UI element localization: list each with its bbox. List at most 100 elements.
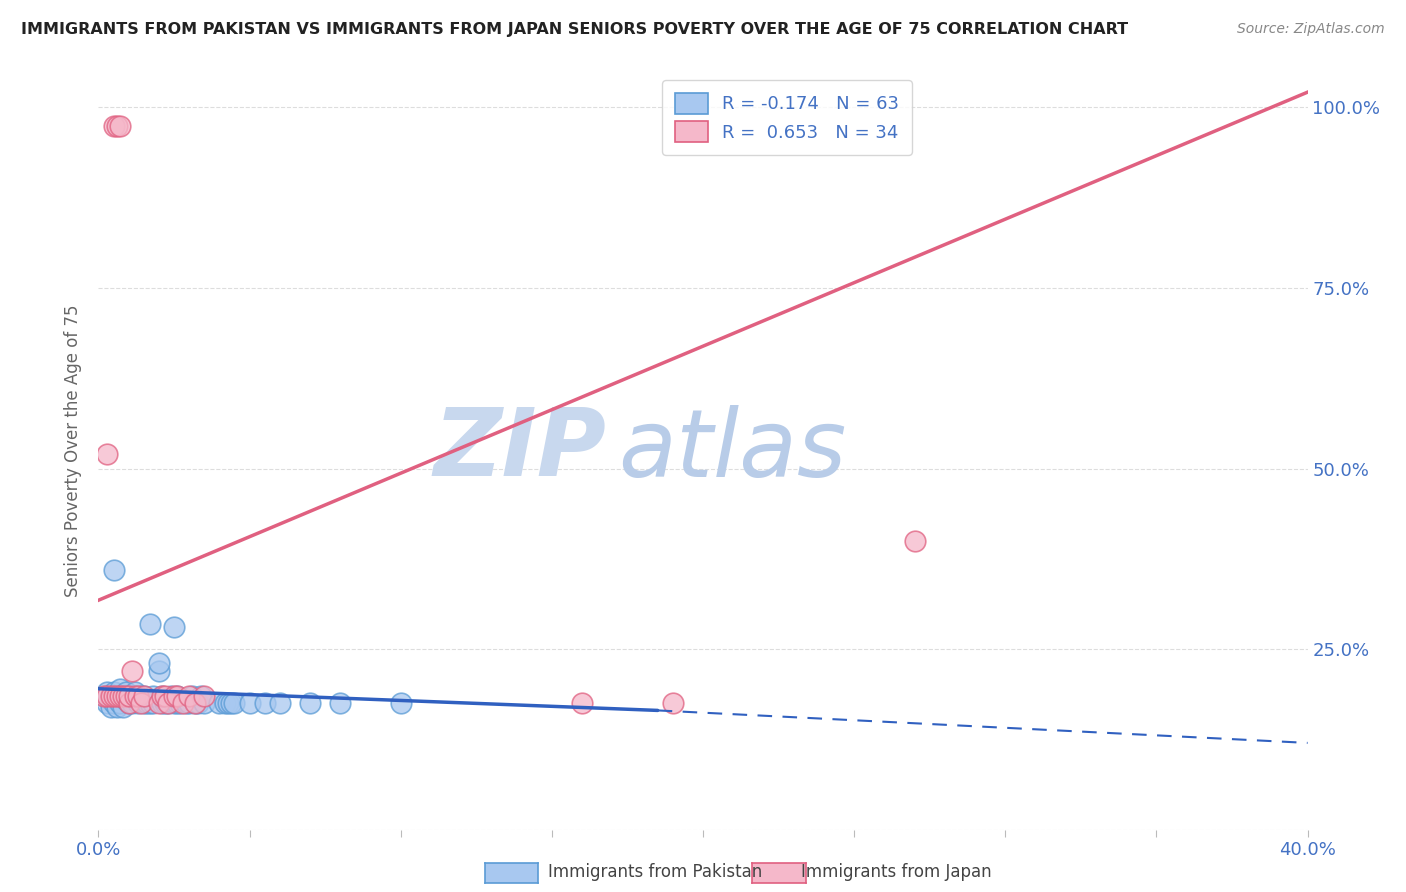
Legend: R = -0.174   N = 63, R =  0.653   N = 34: R = -0.174 N = 63, R = 0.653 N = 34 [662,80,911,154]
Point [904,533,927,548]
Point [153,692,176,706]
Point [156,696,179,710]
Point [163,620,186,634]
Point [329,696,352,710]
Point [103,689,125,703]
Point [172,696,194,710]
Point [169,696,191,710]
Point [108,681,131,696]
Point [299,696,322,710]
Point [127,689,149,703]
Point [184,696,207,710]
Point [193,696,215,710]
Point [184,696,207,710]
Point [181,689,204,703]
Point [221,696,243,710]
Point [114,692,136,706]
Point [139,616,162,631]
Text: atlas: atlas [619,405,846,496]
Point [132,689,155,703]
Point [100,689,122,703]
Point [114,689,136,703]
Point [142,689,165,703]
Point [103,685,125,699]
Point [129,696,152,710]
Point [127,696,149,710]
Point [166,689,188,703]
Y-axis label: Seniors Poverty Over the Age of 75: Seniors Poverty Over the Age of 75 [65,304,83,597]
Point [105,689,128,703]
Point [224,696,246,710]
Point [163,696,186,710]
Point [135,696,157,710]
Point [148,696,170,710]
Point [153,696,176,710]
Point [214,696,236,710]
Point [174,696,197,710]
Point [253,696,276,710]
Point [118,689,141,703]
Point [108,696,131,710]
Point [187,696,209,710]
Point [103,696,125,710]
Point [118,696,141,710]
Point [121,696,143,710]
Text: Immigrants from Pakistan: Immigrants from Pakistan [548,863,762,881]
Point [93,689,115,703]
Point [166,696,188,710]
Point [389,696,412,710]
Point [96,447,118,461]
Text: IMMIGRANTS FROM PAKISTAN VS IMMIGRANTS FROM JAPAN SENIORS POVERTY OVER THE AGE O: IMMIGRANTS FROM PAKISTAN VS IMMIGRANTS F… [21,22,1128,37]
Point [269,696,291,710]
Point [111,699,134,714]
Point [166,689,188,703]
Point [96,696,118,710]
Point [571,696,593,710]
Point [124,685,146,699]
Point [103,563,125,577]
Point [124,689,146,703]
Point [111,689,134,703]
Point [100,699,122,714]
Point [124,689,146,703]
Point [111,689,134,703]
Point [150,696,173,710]
Point [217,696,239,710]
Point [105,699,128,714]
Point [100,692,122,706]
Point [96,689,118,703]
Point [108,119,131,133]
Point [239,696,262,710]
Point [118,696,141,710]
Point [163,689,186,703]
Point [105,119,128,133]
Point [127,692,149,706]
Point [179,689,201,703]
Point [118,689,141,703]
Point [208,696,231,710]
Point [132,689,155,703]
Point [172,692,194,706]
Point [103,119,125,133]
Point [121,664,143,678]
Point [93,689,115,703]
Point [132,696,155,710]
Point [114,685,136,699]
Point [121,692,143,706]
Point [150,689,173,703]
Point [190,689,212,703]
Point [148,657,170,671]
Point [179,696,201,710]
Point [156,696,179,710]
Point [96,685,118,699]
Point [150,689,173,703]
Text: ZIP: ZIP [433,404,606,497]
Text: Source: ZipAtlas.com: Source: ZipAtlas.com [1237,22,1385,37]
Point [129,689,152,703]
Point [153,689,176,703]
Point [139,696,162,710]
Point [160,689,183,703]
Point [193,689,215,703]
Text: Immigrants from Japan: Immigrants from Japan [801,863,993,881]
Point [108,689,131,703]
